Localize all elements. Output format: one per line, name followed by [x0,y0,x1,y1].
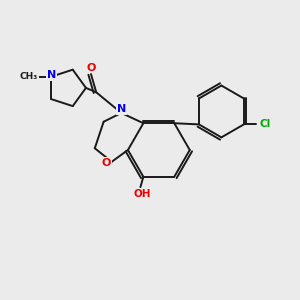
Text: N: N [47,70,56,80]
Text: N: N [117,104,126,114]
Text: OH: OH [133,189,151,200]
Text: O: O [102,158,111,168]
Text: Cl: Cl [260,119,271,129]
Text: O: O [86,63,96,73]
Text: CH₃: CH₃ [20,72,38,81]
